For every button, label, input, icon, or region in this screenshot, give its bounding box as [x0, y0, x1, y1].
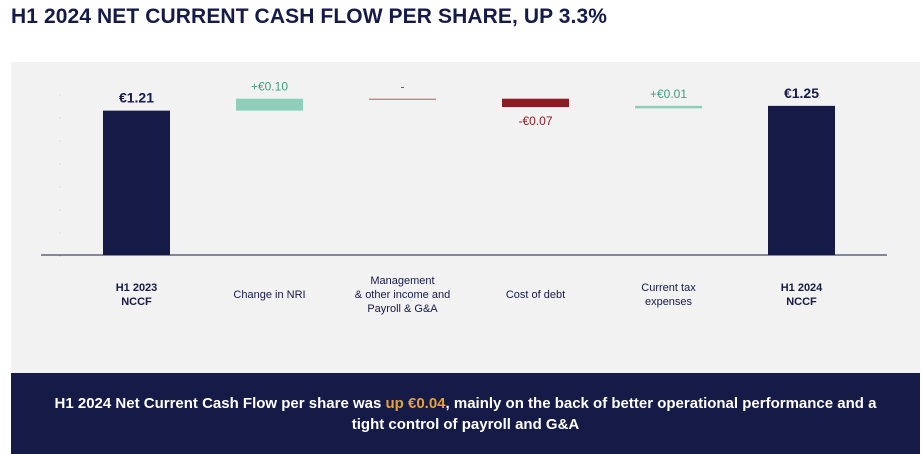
category-label-2: Change in NRI	[233, 289, 305, 301]
data-label-5: +€0.01	[650, 87, 687, 101]
page-title: H1 2024 NET CURRENT CASH FLOW PER SHARE,…	[11, 5, 608, 28]
category-label-3: Management & other income and Payroll & G&…	[355, 275, 450, 315]
summary-text-end: , mainly on the back of better operation…	[351, 394, 877, 433]
data-label-1: €1.21	[119, 90, 154, 106]
category-label-6: H1 2024 NCCF	[781, 282, 823, 308]
bar-3	[369, 98, 436, 100]
category-label-1: H1 2023 NCCF	[116, 282, 158, 308]
bar-6	[768, 105, 835, 256]
chart-canvas: €1.21 H1 2023 NCCF +€0.10 Change in NRI - Mana…	[41, 80, 887, 315]
data-label-3: -	[401, 80, 405, 94]
waterfall-chart: €1.21 H1 2023 NCCF +€0.10 Change in NRI - Mana…	[11, 62, 920, 373]
data-label-6: €1.25	[784, 85, 819, 101]
summary-highlight: up €0.04	[385, 394, 446, 412]
summary-text-start: H1 2024 Net Current Cash Flow per share …	[54, 394, 386, 412]
summary-banner: H1 2024 Net Current Cash Flow per share …	[11, 373, 920, 454]
bar-5	[635, 105, 702, 109]
bar-1	[103, 110, 170, 255]
category-label-5: Current tax expenses	[641, 282, 696, 308]
bar-4	[502, 98, 569, 108]
summary-text: H1 2024 Net Current Cash Flow per share …	[46, 393, 886, 435]
data-label-4: -€0.07	[518, 114, 552, 128]
bar-2	[236, 98, 303, 111]
data-label-2: +€0.10	[251, 80, 288, 94]
category-label-4: Cost of debt	[506, 289, 565, 301]
